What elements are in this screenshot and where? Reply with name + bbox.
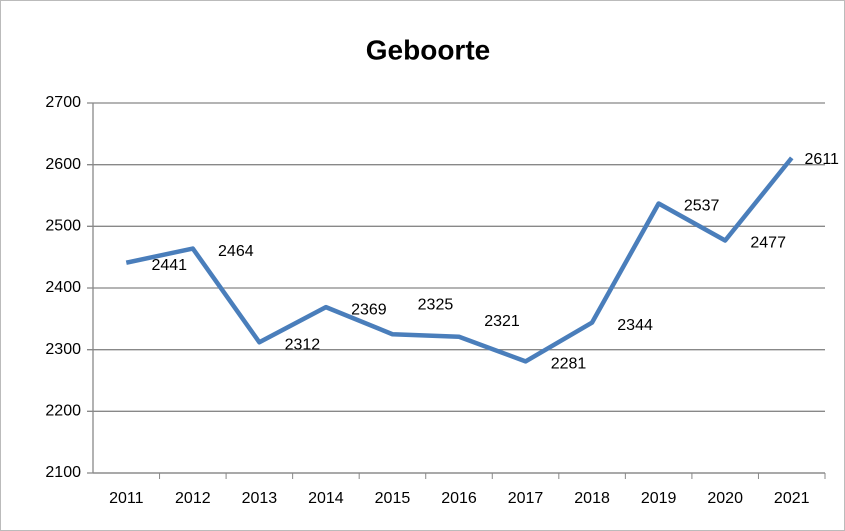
data-label: 2369	[351, 301, 387, 318]
data-label: 2344	[617, 317, 653, 334]
x-tick-label: 2020	[707, 490, 743, 507]
data-label: 2325	[418, 296, 454, 313]
data-label: 2611	[805, 151, 840, 168]
y-tick-label: 2200	[45, 403, 81, 420]
y-tick-label: 2300	[45, 341, 81, 358]
data-label: 2477	[750, 235, 786, 252]
x-tick-label: 2018	[574, 490, 610, 507]
y-tick-label: 2400	[45, 279, 81, 296]
y-tick-label: 2700	[45, 94, 81, 111]
y-tick-label: 2500	[45, 218, 81, 235]
data-label: 2312	[285, 336, 321, 353]
data-label: 2281	[551, 356, 587, 373]
data-label: 2464	[218, 243, 254, 260]
x-tick-label: 2017	[508, 490, 544, 507]
y-tick-label: 2600	[45, 156, 81, 173]
x-tick-label: 2013	[242, 490, 278, 507]
x-tick-label: 2021	[774, 490, 810, 507]
x-tick-label: 2011	[109, 490, 144, 507]
x-tick-label: 2016	[441, 490, 477, 507]
chart-title: Geboorte	[366, 34, 490, 65]
x-tick-label: 2012	[175, 490, 211, 507]
x-tick-label: 2014	[308, 490, 344, 507]
x-tick-label: 2019	[641, 490, 677, 507]
data-label: 2537	[684, 198, 720, 215]
y-tick-label: 2100	[45, 464, 81, 481]
data-label: 2441	[151, 257, 187, 274]
line-series	[125, 156, 794, 364]
x-tick-label: 2015	[375, 490, 411, 507]
data-label: 2321	[484, 313, 520, 330]
